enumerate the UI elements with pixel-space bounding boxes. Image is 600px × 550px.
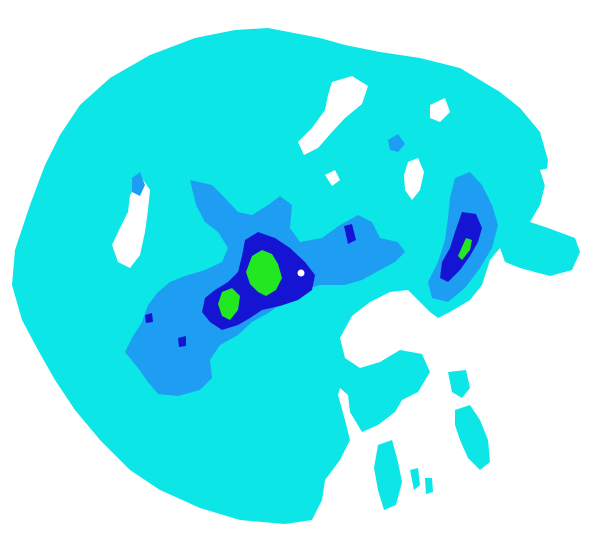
gap-far-east [540,168,552,186]
moderate-echo-northeast-streak [388,134,405,152]
heavy-echo-east-streak [458,238,472,260]
strong-echo-east-core [440,212,482,282]
light-echo-south-fragment-5 [425,478,433,494]
heavy-echo-central-core [246,250,282,296]
light-echo-south-fragment-3 [448,370,470,398]
light-echo-south-fragment-4 [410,468,420,490]
gap-center-north [325,170,340,186]
strong-echo-west-speck-1 [145,313,153,323]
gap-east [404,158,424,200]
strong-echo-northeast-speck [344,224,356,244]
radar-site-marker-icon [297,269,305,277]
moderate-echo-west-cell [132,172,145,196]
gap-northeast [430,98,450,122]
gap-north [298,76,368,155]
light-echo-south-fragment-1 [374,440,402,510]
light-echo-south-fragment-2 [455,405,490,470]
heavy-echo-southwest-core [218,288,240,320]
no-echo-gaps [112,76,552,268]
heavy-echo-cores [218,238,472,320]
strong-echo-west-speck-2 [178,336,186,347]
gap-northwest [112,178,150,268]
